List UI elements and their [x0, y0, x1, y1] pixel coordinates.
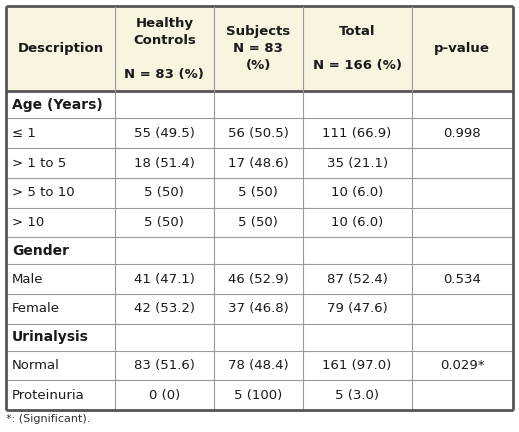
- Bar: [6, 178, 513, 207]
- Text: 79 (47.6): 79 (47.6): [327, 302, 388, 315]
- Bar: [6, 380, 513, 410]
- Bar: [6, 207, 513, 237]
- Text: 37 (46.8): 37 (46.8): [228, 302, 289, 315]
- Text: 0.534: 0.534: [443, 273, 481, 286]
- Text: 5 (100): 5 (100): [234, 389, 282, 402]
- Text: Subjects
N = 83
(%): Subjects N = 83 (%): [226, 25, 290, 72]
- Bar: [6, 118, 513, 148]
- Text: 5 (3.0): 5 (3.0): [335, 389, 379, 402]
- Text: 41 (47.1): 41 (47.1): [134, 273, 195, 286]
- Text: 0 (0): 0 (0): [149, 389, 180, 402]
- Text: > 1 to 5: > 1 to 5: [12, 156, 66, 169]
- Bar: [6, 351, 513, 380]
- Text: 17 (48.6): 17 (48.6): [228, 156, 289, 169]
- Text: 5 (50): 5 (50): [238, 216, 278, 229]
- Text: 5 (50): 5 (50): [144, 216, 184, 229]
- Text: Description: Description: [18, 42, 104, 55]
- Bar: [6, 92, 513, 118]
- Text: 0.029*: 0.029*: [440, 359, 485, 372]
- Text: 10 (6.0): 10 (6.0): [331, 186, 383, 199]
- Text: Total

N = 166 (%): Total N = 166 (%): [312, 25, 402, 72]
- Text: 87 (52.4): 87 (52.4): [326, 273, 388, 286]
- Text: 56 (50.5): 56 (50.5): [228, 127, 289, 140]
- Text: 5 (50): 5 (50): [238, 186, 278, 199]
- Text: > 5 to 10: > 5 to 10: [12, 186, 75, 199]
- Text: 0.998: 0.998: [444, 127, 481, 140]
- Bar: [6, 294, 513, 324]
- Text: Proteinuria: Proteinuria: [12, 389, 85, 402]
- Text: 42 (53.2): 42 (53.2): [134, 302, 195, 315]
- Text: 161 (97.0): 161 (97.0): [322, 359, 392, 372]
- Text: 78 (48.4): 78 (48.4): [228, 359, 289, 372]
- Text: 55 (49.5): 55 (49.5): [134, 127, 195, 140]
- Text: Female: Female: [12, 302, 60, 315]
- Text: 83 (51.6): 83 (51.6): [134, 359, 195, 372]
- Text: 46 (52.9): 46 (52.9): [228, 273, 289, 286]
- Text: 111 (66.9): 111 (66.9): [322, 127, 392, 140]
- Text: Urinalysis: Urinalysis: [12, 330, 89, 344]
- Text: Healthy
Controls

N = 83 (%): Healthy Controls N = 83 (%): [125, 17, 204, 81]
- Text: ≤ 1: ≤ 1: [12, 127, 36, 140]
- Bar: [6, 148, 513, 178]
- Text: 10 (6.0): 10 (6.0): [331, 216, 383, 229]
- Text: 5 (50): 5 (50): [144, 186, 184, 199]
- Text: 35 (21.1): 35 (21.1): [326, 156, 388, 169]
- Bar: [6, 6, 513, 92]
- Text: Age (Years): Age (Years): [12, 98, 103, 112]
- Bar: [6, 237, 513, 264]
- Text: Gender: Gender: [12, 244, 69, 258]
- Text: 18 (51.4): 18 (51.4): [134, 156, 195, 169]
- Bar: [6, 324, 513, 351]
- Text: Male: Male: [12, 273, 44, 286]
- Text: Normal: Normal: [12, 359, 60, 372]
- Text: p-value: p-value: [434, 42, 490, 55]
- Bar: [6, 264, 513, 294]
- Text: *: (Significant).: *: (Significant).: [6, 414, 90, 424]
- Text: > 10: > 10: [12, 216, 44, 229]
